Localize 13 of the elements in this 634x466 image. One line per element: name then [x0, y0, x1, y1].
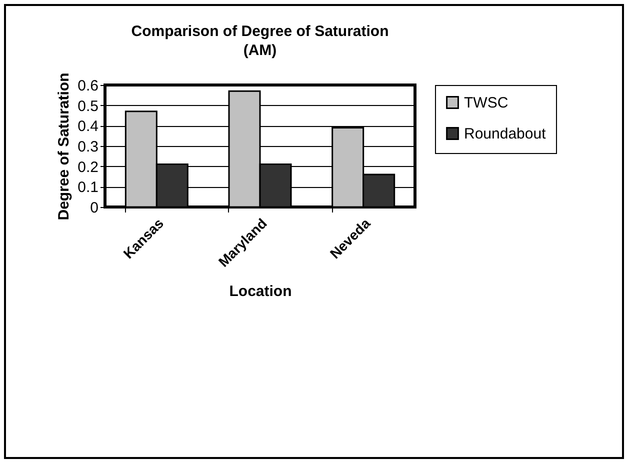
y-tick-label: 0.2 [78, 158, 98, 176]
y-tick-label: 0.3 [78, 138, 98, 156]
y-tick-label: 0.5 [78, 98, 98, 115]
chart-subtitle: (AM) [243, 42, 277, 60]
x-axis-title: Location [229, 282, 292, 300]
y-tick-label: 0.6 [78, 78, 98, 94]
legend-label: Roundabout [464, 126, 547, 142]
y-tick-label: 0.1 [78, 179, 98, 196]
y-tick-label: 0.4 [78, 118, 98, 136]
y-tick-label: 0 [90, 200, 98, 216]
y-axis-title: Degree of Saturation [56, 72, 73, 220]
legend-label: TWSC [464, 94, 508, 112]
chart-title: Comparison of Degree of Saturation [131, 23, 389, 40]
